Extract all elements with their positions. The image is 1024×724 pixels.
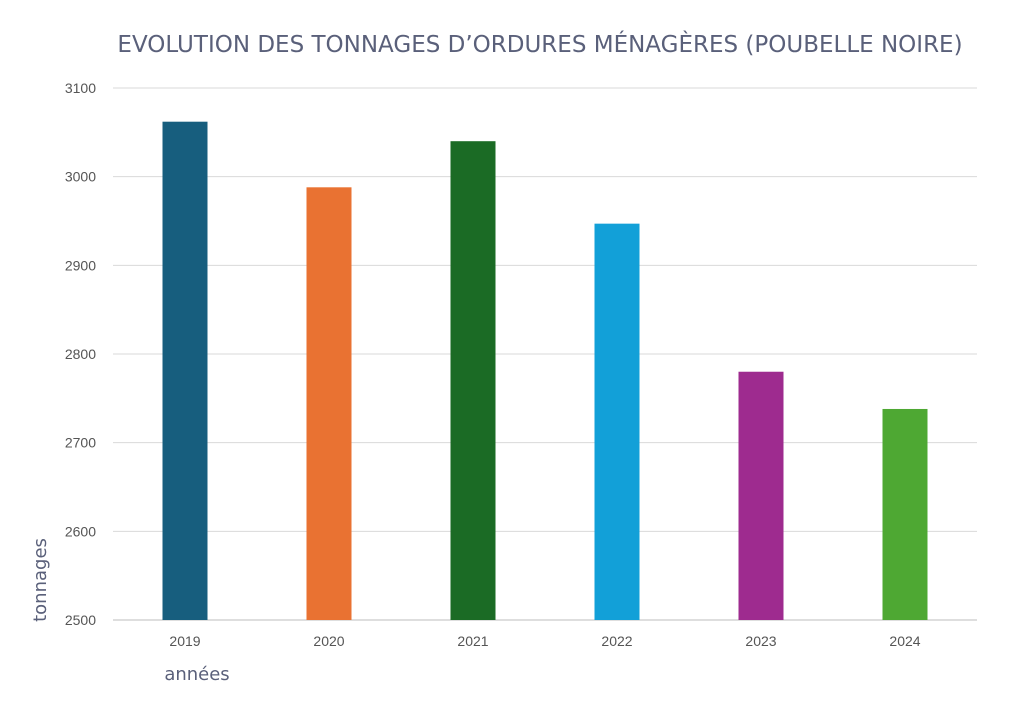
x-axis-ticks: 2019 2020 2021 2022 2023 2024 [169,633,920,649]
x-tick-label: 2023 [745,633,776,649]
y-tick-label: 2500 [65,612,96,628]
y-tick-label: 2800 [65,346,96,362]
y-tick-label: 2900 [65,257,96,273]
chart-title: EVOLUTION DES TONNAGES D’ORDURES MÉNAGÈR… [117,30,962,58]
y-tick-label: 2600 [65,523,96,539]
bar-2021 [450,141,496,620]
bars [162,121,928,621]
x-tick-label: 2020 [313,633,344,649]
x-tick-label: 2021 [457,633,488,649]
bar-2023 [738,371,784,620]
y-tick-label: 3000 [65,169,96,185]
y-tick-label: 3100 [65,80,96,96]
y-axis-ticks: 2500 2600 2700 2800 2900 3000 3100 [65,80,96,628]
bar-2022 [594,223,640,620]
x-axis-label: années [164,664,229,685]
bar-2019 [162,121,208,621]
bar-2024 [882,408,928,620]
y-tick-label: 2700 [65,435,96,451]
y-axis-label: tonnages [30,538,51,622]
x-tick-label: 2024 [889,633,920,649]
gridlines [113,87,977,621]
x-tick-label: 2022 [601,633,632,649]
bar-2020 [306,187,352,620]
x-tick-label: 2019 [169,633,200,649]
